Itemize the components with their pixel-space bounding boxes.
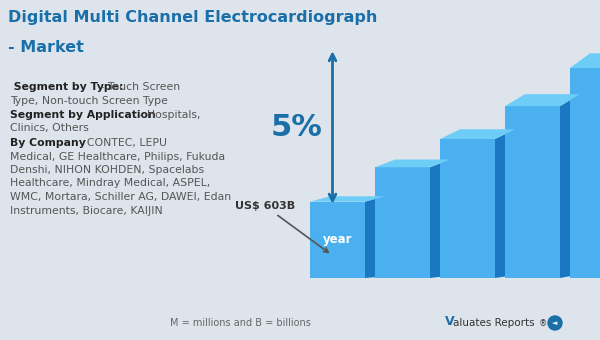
Polygon shape: [505, 94, 580, 106]
Text: Denshi, NIHON KOHDEN, Spacelabs: Denshi, NIHON KOHDEN, Spacelabs: [10, 165, 204, 175]
Polygon shape: [310, 202, 365, 278]
Text: Medical, GE Healthcare, Philips, Fukuda: Medical, GE Healthcare, Philips, Fukuda: [10, 152, 225, 162]
Polygon shape: [560, 94, 580, 278]
Polygon shape: [430, 159, 450, 278]
Text: Type, Non-touch Screen Type: Type, Non-touch Screen Type: [10, 96, 168, 105]
Text: Healthcare, Mindray Medical, ASPEL,: Healthcare, Mindray Medical, ASPEL,: [10, 178, 210, 188]
Text: - Market: - Market: [8, 40, 84, 55]
Polygon shape: [365, 196, 385, 278]
Text: ◄: ◄: [553, 320, 557, 326]
Text: ®: ®: [539, 319, 547, 328]
Polygon shape: [375, 167, 430, 278]
Text: - Touch Screen: - Touch Screen: [97, 82, 180, 92]
Polygon shape: [495, 129, 515, 278]
Text: WMC, Mortara, Schiller AG, DAWEI, Edan: WMC, Mortara, Schiller AG, DAWEI, Edan: [10, 192, 231, 202]
Text: US$ 603B: US$ 603B: [235, 201, 328, 252]
Text: 5%: 5%: [271, 113, 323, 142]
Polygon shape: [375, 159, 450, 167]
Text: M = millions and B = billions: M = millions and B = billions: [170, 318, 310, 328]
Polygon shape: [440, 129, 515, 139]
Text: By Company: By Company: [10, 138, 86, 148]
Polygon shape: [570, 53, 600, 68]
Text: - CONTEC, LEPU: - CONTEC, LEPU: [76, 138, 167, 148]
Text: Instruments, Biocare, KAIJIN: Instruments, Biocare, KAIJIN: [10, 205, 163, 216]
Text: Segment by Application: Segment by Application: [10, 110, 156, 120]
Text: V: V: [445, 315, 455, 328]
Text: Digital Multi Channel Electrocardiograph: Digital Multi Channel Electrocardiograph: [8, 10, 377, 25]
Text: XX: XX: [0, 339, 1, 340]
Text: Segment by Type:: Segment by Type:: [10, 82, 124, 92]
Polygon shape: [505, 106, 560, 278]
Text: Clinics, Others: Clinics, Others: [10, 123, 89, 134]
Text: - Hospitals,: - Hospitals,: [136, 110, 200, 120]
Text: aluates Reports: aluates Reports: [453, 318, 535, 328]
Circle shape: [548, 316, 562, 330]
Polygon shape: [310, 196, 385, 202]
Polygon shape: [440, 139, 495, 278]
Polygon shape: [570, 68, 600, 278]
Text: year: year: [323, 233, 352, 246]
